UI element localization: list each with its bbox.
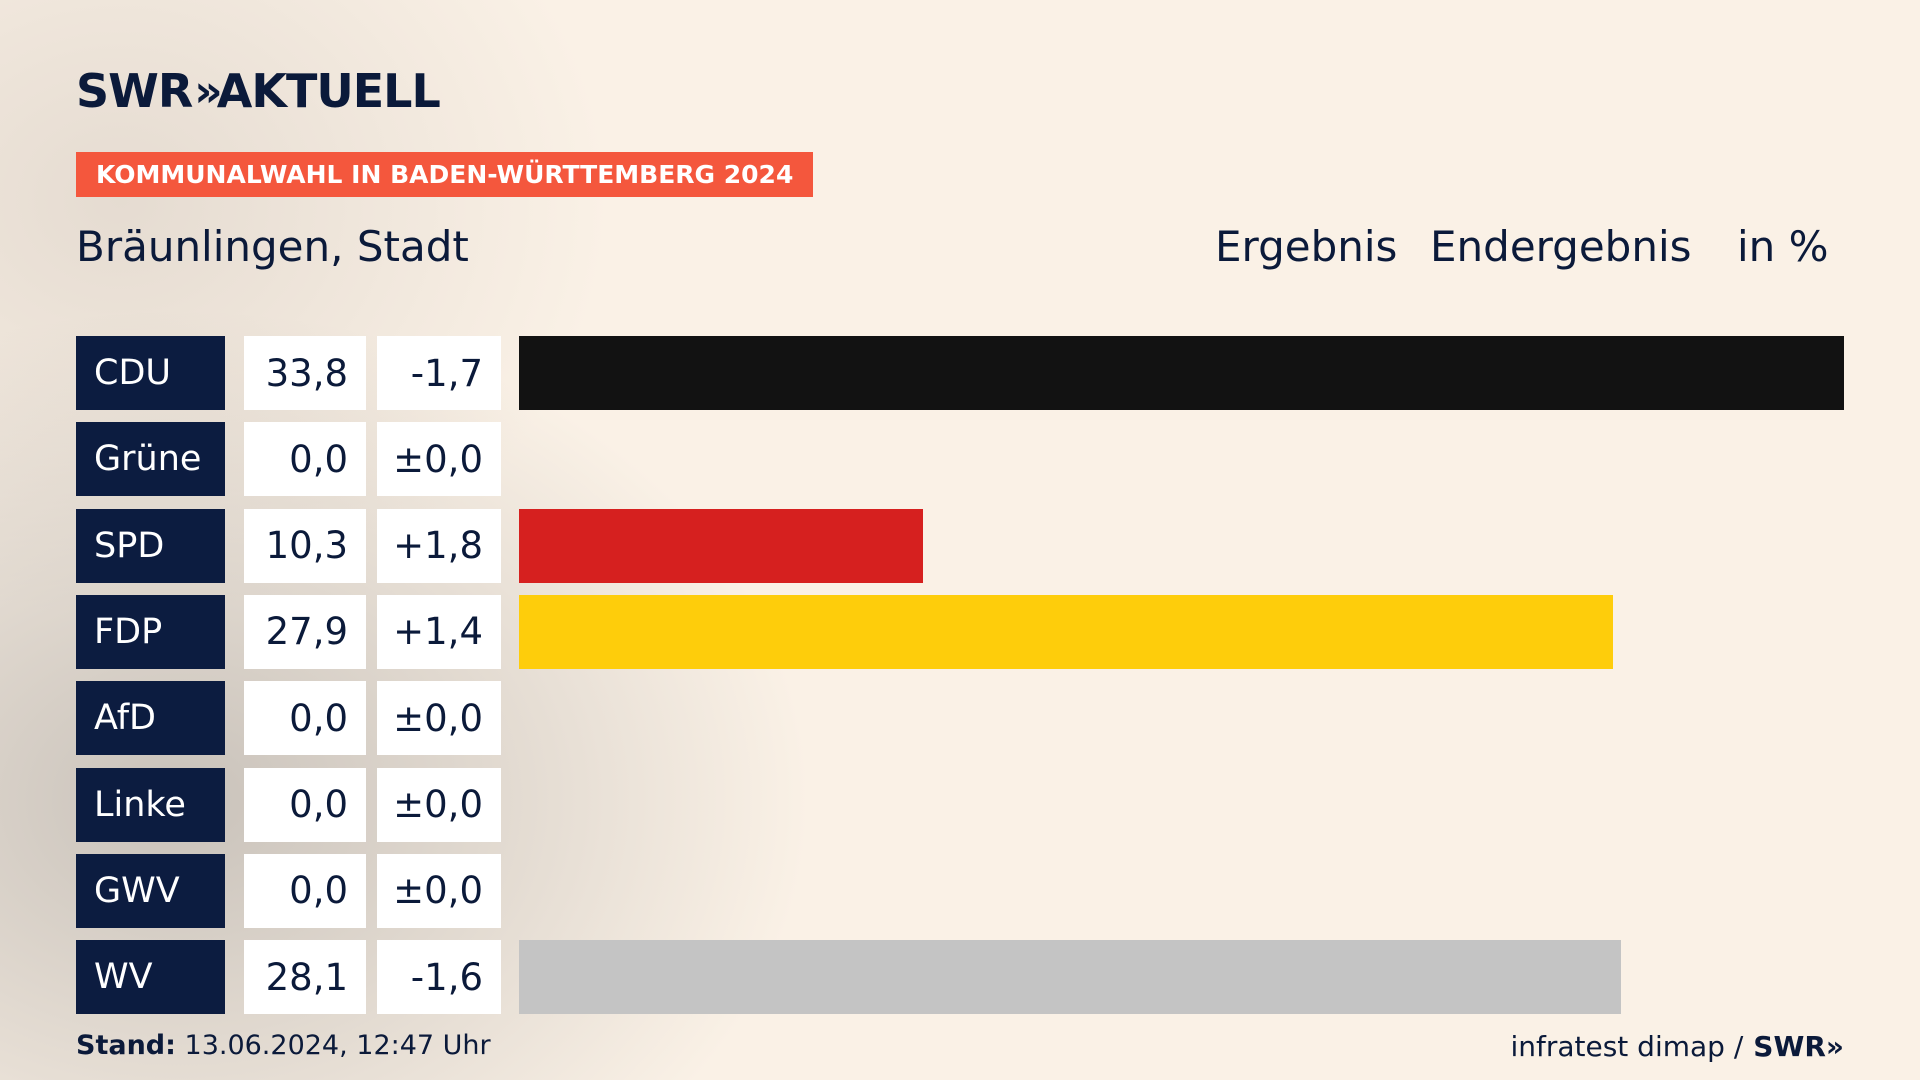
- diff-label: +1,8: [377, 508, 501, 583]
- bar-cdu: [519, 336, 1844, 410]
- value-label: 0,0: [244, 422, 366, 497]
- value-label: 27,9: [244, 594, 366, 669]
- logo-chevron-icon: »: [194, 65, 223, 117]
- value-label: 10,3: [244, 508, 366, 583]
- value-label: 0,0: [244, 767, 366, 842]
- party-row-afd: AfD 0,0 ±0,0: [0, 681, 1920, 756]
- place-title: Bräunlingen, Stadt: [76, 222, 469, 271]
- value-label: 28,1: [244, 940, 366, 1015]
- bar-spd: [519, 508, 923, 583]
- election-banner: KOMMUNALWAHL IN BADEN-WÜRTTEMBERG 2024: [76, 152, 814, 197]
- party-label: GWV: [76, 853, 225, 928]
- source-credit: infratest dimap / SWR»: [1510, 1030, 1844, 1063]
- value-label: 0,0: [244, 853, 366, 928]
- party-label: WV: [76, 940, 225, 1015]
- party-label: SPD: [76, 508, 225, 583]
- timestamp: Stand: 13.06.2024, 12:47 Uhr: [76, 1030, 491, 1061]
- diff-label: +1,4: [377, 594, 501, 669]
- diff-label: ±0,0: [377, 681, 501, 756]
- party-label: Grüne: [76, 422, 225, 497]
- source-text: infratest dimap /: [1510, 1030, 1744, 1063]
- party-label: Linke: [76, 767, 225, 842]
- party-row-spd: SPD 10,3 +1,8: [0, 508, 1920, 583]
- bar-wv: [519, 940, 1621, 1015]
- diff-label: ±0,0: [377, 853, 501, 928]
- value-label: 33,8: [244, 336, 366, 410]
- value-label: 0,0: [244, 681, 366, 756]
- logo-aktuell-text: AKTUELL: [216, 64, 441, 118]
- unit-heading: in %: [1737, 222, 1829, 271]
- party-label: AfD: [76, 681, 225, 756]
- stand-label: Stand:: [76, 1030, 176, 1061]
- stand-value: 13.06.2024, 12:47 Uhr: [184, 1030, 491, 1061]
- source-chevron-icon: »: [1825, 1030, 1844, 1063]
- party-row-linke: Linke 0,0 ±0,0: [0, 767, 1920, 842]
- result-heading: Ergebnis: [1215, 222, 1398, 271]
- bar-fdp: [519, 594, 1613, 669]
- swr-aktuell-logo: SWR » AKTUELL: [76, 64, 441, 118]
- party-row-fdp: FDP 27,9 +1,4: [0, 594, 1920, 669]
- party-label: FDP: [76, 594, 225, 669]
- diff-label: -1,7: [377, 336, 501, 410]
- party-row-gwv: GWV 0,0 ±0,0: [0, 853, 1920, 928]
- source-swr-logo: SWR»: [1753, 1030, 1844, 1063]
- diff-label: ±0,0: [377, 422, 501, 497]
- party-row-wv: WV 28,1 -1,6: [0, 940, 1920, 1015]
- logo-swr-text: SWR: [76, 64, 193, 118]
- party-row-grüne: Grüne 0,0 ±0,0: [0, 422, 1920, 497]
- diff-label: -1,6: [377, 940, 501, 1015]
- party-label: CDU: [76, 336, 225, 410]
- source-swr-text: SWR: [1753, 1030, 1826, 1063]
- diff-label: ±0,0: [377, 767, 501, 842]
- party-row-cdu: CDU 33,8 -1,7: [0, 336, 1920, 410]
- status-heading: Endergebnis: [1430, 222, 1692, 271]
